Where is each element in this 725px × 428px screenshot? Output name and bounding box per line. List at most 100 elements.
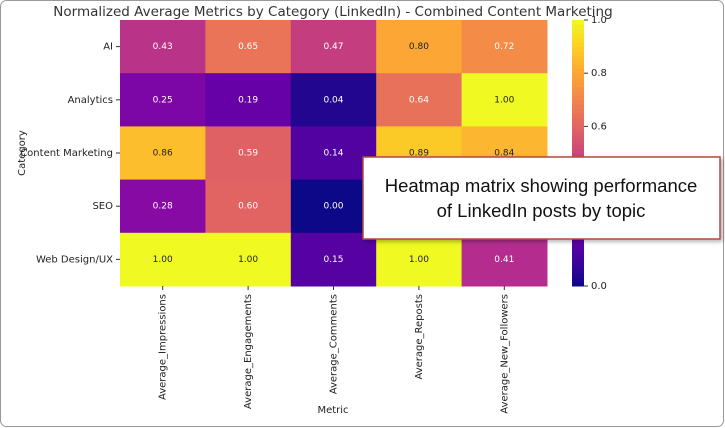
cell-label: 0.00	[323, 202, 343, 212]
heatmap-cell	[376, 20, 463, 74]
colorbar-segment	[572, 82, 584, 87]
colorbar-segment	[572, 281, 584, 287]
colorbar-segment	[572, 95, 584, 101]
callout: Heatmap matrix showing performance of Li…	[362, 156, 721, 240]
heatmap-cell	[120, 126, 206, 181]
colorbar-segment	[572, 68, 584, 74]
y-tick-label: Web Design/UX	[36, 254, 113, 265]
colorbar-segment	[572, 46, 584, 52]
heatmap-cell	[290, 20, 377, 74]
heatmap-cell	[205, 73, 292, 127]
y-tick-label: SEO	[92, 201, 113, 212]
heatmap-cell	[120, 20, 206, 74]
colorbar-segment	[572, 73, 584, 79]
cell-label: 0.28	[153, 202, 173, 212]
cell-label: 0.60	[238, 202, 258, 212]
colorbar-segment	[572, 126, 584, 132]
colorbar-segment	[572, 77, 584, 83]
colorbar-tick-label: 0.8	[591, 68, 607, 79]
colorbar-segment	[572, 104, 584, 110]
chart-title: Normalized Average Metrics by Category (…	[53, 4, 612, 20]
colorbar-segment	[572, 42, 584, 48]
colorbar-segment	[572, 259, 584, 265]
colorbar-segment	[572, 86, 584, 92]
cell-label: 0.84	[494, 149, 514, 159]
colorbar-segment	[572, 130, 584, 136]
heatmap-cell	[461, 20, 548, 74]
colorbar-segment	[572, 108, 584, 114]
colorbar-segment	[572, 250, 584, 256]
cell-label: 0.41	[494, 255, 514, 265]
colorbar-segment	[572, 117, 584, 123]
y-tick-label: Content Marketing	[20, 148, 113, 159]
cell-label: 0.47	[323, 42, 343, 52]
cell-label: 0.59	[238, 149, 258, 159]
x-tick-label: Average_Impressions	[158, 294, 169, 400]
cell-label: 0.04	[323, 95, 343, 105]
heatmap-cell	[290, 73, 377, 127]
colorbar-segment	[572, 246, 584, 252]
heatmap-cell	[290, 232, 377, 287]
colorbar-segment	[572, 121, 584, 127]
colorbar-segment	[572, 272, 584, 278]
plot: 0.43 0.65 0.47 0.80 0.720.25 0.19 0.04 0.64 1.00…	[20, 15, 607, 414]
cell-label: 0.72	[494, 42, 514, 52]
colorbar-segment	[572, 139, 584, 145]
colorbar-segment	[572, 20, 584, 25]
cell-label: 0.14	[323, 149, 343, 159]
cell-label: 1.00	[409, 255, 429, 265]
cell-label: 0.25	[153, 95, 173, 105]
colorbar-segment	[572, 59, 584, 65]
colorbar-segment	[572, 135, 584, 141]
colorbar-segment	[572, 241, 584, 247]
colorbar-segment	[572, 277, 584, 283]
heatmap-cell	[120, 73, 206, 127]
cell-label: 0.15	[323, 255, 343, 265]
colorbar-segment	[572, 153, 584, 158]
callout-box	[362, 156, 721, 240]
colorbar-segment	[572, 37, 584, 43]
heatmap-cell	[205, 126, 292, 181]
cell-label: 0.64	[409, 95, 429, 105]
cell-label: 1.00	[494, 95, 514, 105]
cell-label: 1.00	[153, 255, 173, 265]
cell-label: 0.86	[153, 149, 173, 159]
colorbar-segment	[572, 254, 584, 260]
heatmap-cell	[376, 232, 463, 287]
heatmap-cell	[461, 232, 548, 287]
x-tick-label: Average_Engagements	[243, 294, 254, 409]
x-tick-label: Average_Reposts	[414, 294, 425, 380]
heatmap-cell	[120, 232, 206, 287]
callout-text: Heatmap matrix showing performance	[385, 175, 698, 196]
colorbar-segment	[572, 263, 584, 269]
cell-label: 0.19	[238, 95, 258, 105]
colorbar-segment	[572, 148, 584, 154]
y-tick-label: AI	[103, 42, 113, 53]
cell-label: 0.80	[409, 42, 429, 52]
y-axis-label: Category	[17, 130, 28, 176]
heatmap-cell	[205, 232, 292, 287]
colorbar-tick-label: 0.6	[591, 121, 607, 132]
colorbar-segment	[572, 55, 584, 61]
cell-label: 0.65	[238, 42, 258, 52]
colorbar-segment	[572, 113, 584, 119]
colorbar-segment	[572, 28, 584, 34]
heatmap-cell	[376, 73, 463, 127]
heatmap-cell	[205, 179, 292, 234]
heatmap-cell	[461, 73, 548, 127]
heatmap-cell	[205, 20, 292, 74]
x-tick-label: Average_Comments	[329, 294, 340, 394]
callout-text: of LinkedIn posts by topic	[437, 200, 646, 221]
cell-label: 0.43	[153, 42, 173, 52]
heatmap-cell	[120, 179, 206, 234]
colorbar-segment	[572, 33, 584, 39]
cell-label: 1.00	[238, 255, 258, 265]
colorbar-segment	[572, 99, 584, 105]
colorbar-segment	[572, 64, 584, 70]
colorbar-segment	[572, 144, 584, 150]
colorbar-tick-label: 1.0	[591, 15, 607, 26]
colorbar-segment	[572, 268, 584, 274]
colorbar-segment	[572, 51, 584, 56]
cell-label: 0.89	[409, 149, 429, 159]
y-tick-label: Analytics	[68, 95, 113, 106]
